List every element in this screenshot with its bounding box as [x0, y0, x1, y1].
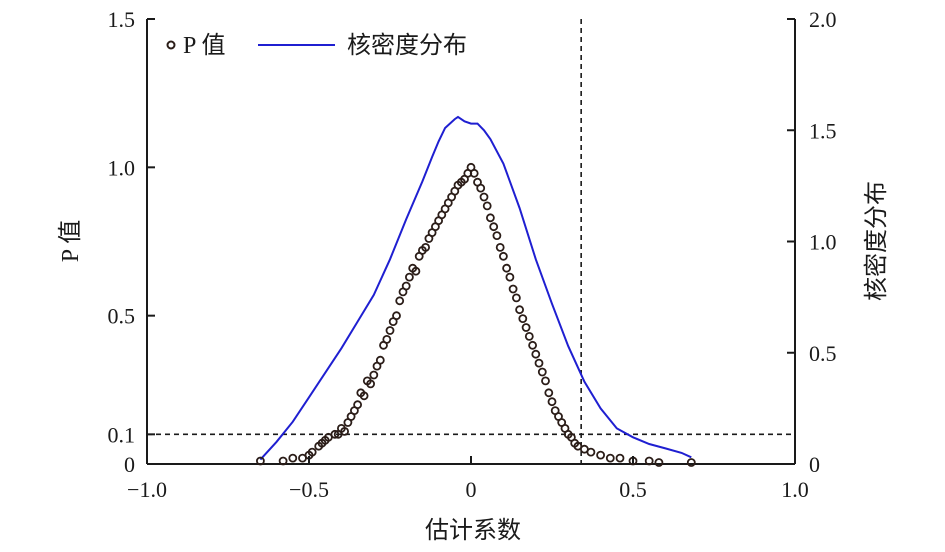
p-value-point — [528, 340, 537, 350]
p-value-point — [353, 400, 363, 410]
p-value-point — [382, 334, 392, 344]
p-value-point — [375, 355, 385, 365]
p-value-point — [485, 213, 495, 223]
p-value-point — [512, 293, 521, 303]
p-value-point — [596, 450, 605, 460]
p-value-point — [515, 305, 524, 315]
kde-layer — [259, 115, 692, 461]
p-value-point — [482, 201, 492, 211]
y-tick-label: 1.0 — [108, 155, 136, 180]
y2-tick-label: 1.5 — [809, 118, 837, 143]
p-value-point — [498, 251, 508, 261]
p-value-point — [395, 296, 405, 306]
scatter-layer — [255, 162, 696, 467]
p-value-point — [605, 453, 615, 463]
reference-lines — [147, 19, 795, 464]
y2-tick-label: 0 — [809, 452, 820, 477]
p-value-point — [476, 183, 486, 193]
p-value-point — [359, 391, 369, 401]
legend-label-p: P 值 — [183, 32, 225, 59]
p-value-point — [541, 376, 550, 386]
x-tick-label: −1.0 — [127, 477, 167, 502]
p-value-point — [330, 429, 340, 439]
x-tick-label: 0.5 — [619, 477, 647, 502]
x-tick-label: 1.0 — [781, 477, 809, 502]
p-value-point — [502, 263, 512, 273]
p-value-point — [547, 397, 557, 407]
p-value-point — [392, 311, 401, 321]
p-value-point — [495, 242, 505, 252]
p-value-point — [644, 456, 654, 466]
p-value-point — [531, 349, 541, 359]
p-value-point — [366, 379, 376, 389]
y2-tick-label: 0.5 — [809, 341, 837, 366]
p-value-point — [489, 222, 499, 232]
legend-label-kde: 核密度分布 — [347, 32, 467, 59]
p-value-point — [255, 456, 265, 466]
p-value-point — [385, 326, 395, 335]
p-value-point — [340, 426, 350, 436]
p-value-point — [479, 192, 489, 202]
y-tick-label: 0.1 — [108, 422, 136, 447]
kde-series-line — [259, 115, 692, 461]
y-tick-label: 0.5 — [108, 304, 136, 329]
y-tick-label: 0 — [124, 452, 135, 477]
y2-axis-title: 核密度分布 — [863, 181, 890, 301]
p-value-point — [401, 281, 411, 291]
x-tick-label: −0.5 — [289, 477, 329, 502]
p-value-point — [544, 388, 554, 398]
p-value-point — [537, 367, 547, 377]
y-tick-label: 1.5 — [108, 7, 136, 32]
x-tick-label: 0 — [466, 477, 477, 502]
p-value-point — [404, 272, 414, 282]
p-value-point — [521, 323, 531, 332]
p-value-point — [421, 242, 431, 252]
p-value-point — [505, 272, 515, 282]
p-value-point — [534, 358, 544, 368]
y2-tick-label: 1.0 — [809, 230, 837, 255]
y-axis-title: P 值 — [57, 220, 84, 262]
legend: P 值 核密度分布 — [166, 32, 467, 59]
legend-circle-marker — [166, 40, 176, 50]
p-value-point — [369, 370, 379, 380]
p-value-point — [686, 458, 696, 467]
p-value-point — [524, 331, 534, 341]
p-value-point — [278, 456, 288, 466]
y2-tick-label: 2.0 — [809, 7, 837, 32]
p-value-point — [288, 453, 298, 463]
p-value-point — [469, 168, 479, 178]
p-value-point — [518, 314, 528, 324]
p-value-point — [615, 453, 625, 463]
tick-layer: −1.0 −0.5 0 0.5 1.000.10.51.01.500.51.01.52.… — [108, 7, 837, 502]
p-value-point — [307, 447, 317, 457]
p-value-point — [492, 231, 502, 241]
p-value-point — [586, 447, 596, 457]
p-value-point — [654, 458, 664, 467]
p-value-point — [411, 266, 421, 276]
x-axis-title: 估计系数 — [425, 517, 521, 544]
plot-frame — [146, 19, 796, 465]
p-value-point — [508, 284, 518, 294]
